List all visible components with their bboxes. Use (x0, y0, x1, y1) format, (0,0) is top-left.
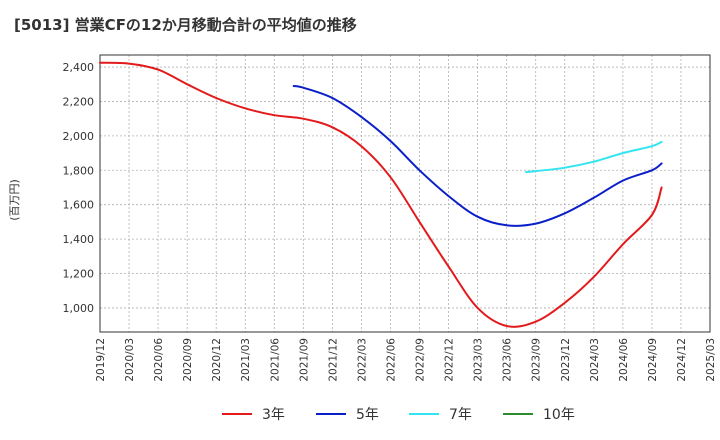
legend-label-0: 3年 (262, 407, 285, 423)
x-tick-label: 2023/09 (531, 338, 543, 382)
x-tick-label: 2021/09 (298, 338, 310, 382)
x-tick-label: 2022/12 (444, 338, 456, 382)
x-tick-label: 2020/03 (124, 338, 136, 382)
y-tick-label: 1,600 (63, 199, 95, 212)
x-tick-label: 2024/12 (676, 338, 688, 382)
series-line-2 (525, 140, 663, 173)
x-tick-label: 2020/09 (182, 338, 194, 382)
x-tick-label: 2023/12 (560, 338, 572, 382)
x-tick-label: 2024/06 (618, 338, 630, 382)
grid-layer (99, 55, 711, 332)
chart-title: [5013] 営業CFの12か月移動合計の平均値の推移 (14, 16, 357, 34)
x-tick-label: 2023/03 (473, 338, 485, 382)
x-tick-label: 2020/06 (153, 338, 165, 382)
legend-label-2: 7年 (449, 407, 472, 423)
y-axis-label: (百万円) (8, 179, 21, 221)
legend-label-1: 5年 (356, 407, 379, 423)
series-line-0 (99, 61, 663, 328)
x-axis-ticks: 2019/12 2020/03 2020/06 2020/09 2020/12 2021/… (95, 338, 717, 382)
x-tick-label: 2019/12 (95, 338, 107, 382)
legend: 3年 5年 7年 10年 (222, 407, 575, 423)
x-tick-label: 2025/03 (705, 338, 717, 382)
legend-label-3: 10年 (543, 407, 575, 423)
y-axis-ticks: 1,000 1,200 1,400 1,600 1,800 2,000 2,200 2,400 (63, 61, 95, 315)
x-tick-label: 2021/12 (327, 338, 339, 382)
y-tick-label: 2,400 (63, 61, 95, 74)
x-tick-label: 2021/03 (240, 338, 252, 382)
y-tick-label: 2,200 (63, 95, 95, 108)
y-tick-label: 1,200 (63, 268, 95, 281)
x-tick-label: 2022/09 (415, 338, 427, 382)
x-tick-label: 2024/09 (647, 338, 659, 382)
x-tick-label: 2023/06 (502, 338, 514, 382)
x-tick-label: 2021/06 (269, 338, 281, 382)
y-tick-label: 1,400 (63, 233, 95, 246)
x-tick-label: 2022/06 (385, 338, 397, 382)
x-tick-label: 2024/03 (589, 338, 601, 382)
series-line-1 (292, 85, 663, 227)
y-tick-label: 2,000 (63, 130, 95, 143)
y-tick-label: 1,000 (63, 302, 95, 315)
y-tick-label: 1,800 (63, 164, 95, 177)
plot-frame (99, 54, 711, 333)
x-tick-label: 2020/12 (211, 338, 223, 382)
x-tick-label: 2022/03 (356, 338, 368, 382)
series-layer (99, 61, 663, 328)
